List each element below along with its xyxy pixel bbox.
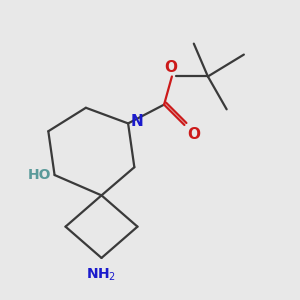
Text: O: O bbox=[188, 127, 200, 142]
Text: N: N bbox=[130, 114, 143, 129]
Text: NH$_2$: NH$_2$ bbox=[86, 267, 117, 283]
Text: HO: HO bbox=[27, 168, 51, 182]
Text: O: O bbox=[164, 60, 177, 75]
